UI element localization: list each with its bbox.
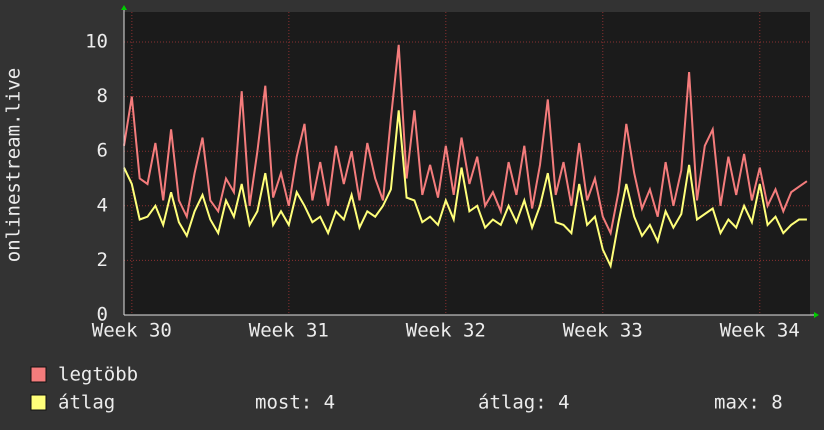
legend-swatch: [30, 366, 47, 383]
x-tick-label: Week 33: [563, 320, 643, 342]
plot-area: [124, 12, 810, 315]
series-line: [123, 44, 808, 237]
y-tick-label: 10: [85, 31, 108, 53]
legend-label: átlag: [58, 392, 115, 414]
stat-label: most: 4: [255, 392, 335, 414]
y-tick-label: 6: [97, 140, 108, 162]
stat-label: max: 8: [714, 392, 783, 414]
y-tick-label: 2: [97, 249, 108, 271]
x-tick-label: Week 34: [720, 320, 800, 342]
stat-label: átlag: 4: [478, 392, 570, 414]
y-tick-label: 0: [97, 304, 108, 326]
y-axis-arrow: [121, 5, 127, 10]
y-tick-label: 4: [97, 194, 108, 216]
legend-label: legtöbb: [58, 364, 138, 386]
y-axis-label: onlinestream.live: [3, 68, 25, 262]
x-axis-arrow: [814, 312, 819, 318]
x-tick-label: Week 31: [249, 320, 329, 342]
legend-swatch: [30, 394, 47, 411]
series-line: [123, 110, 807, 270]
x-tick-label: Week 30: [92, 320, 172, 342]
x-tick-label: Week 32: [406, 320, 486, 342]
y-tick-label: 8: [97, 85, 108, 107]
